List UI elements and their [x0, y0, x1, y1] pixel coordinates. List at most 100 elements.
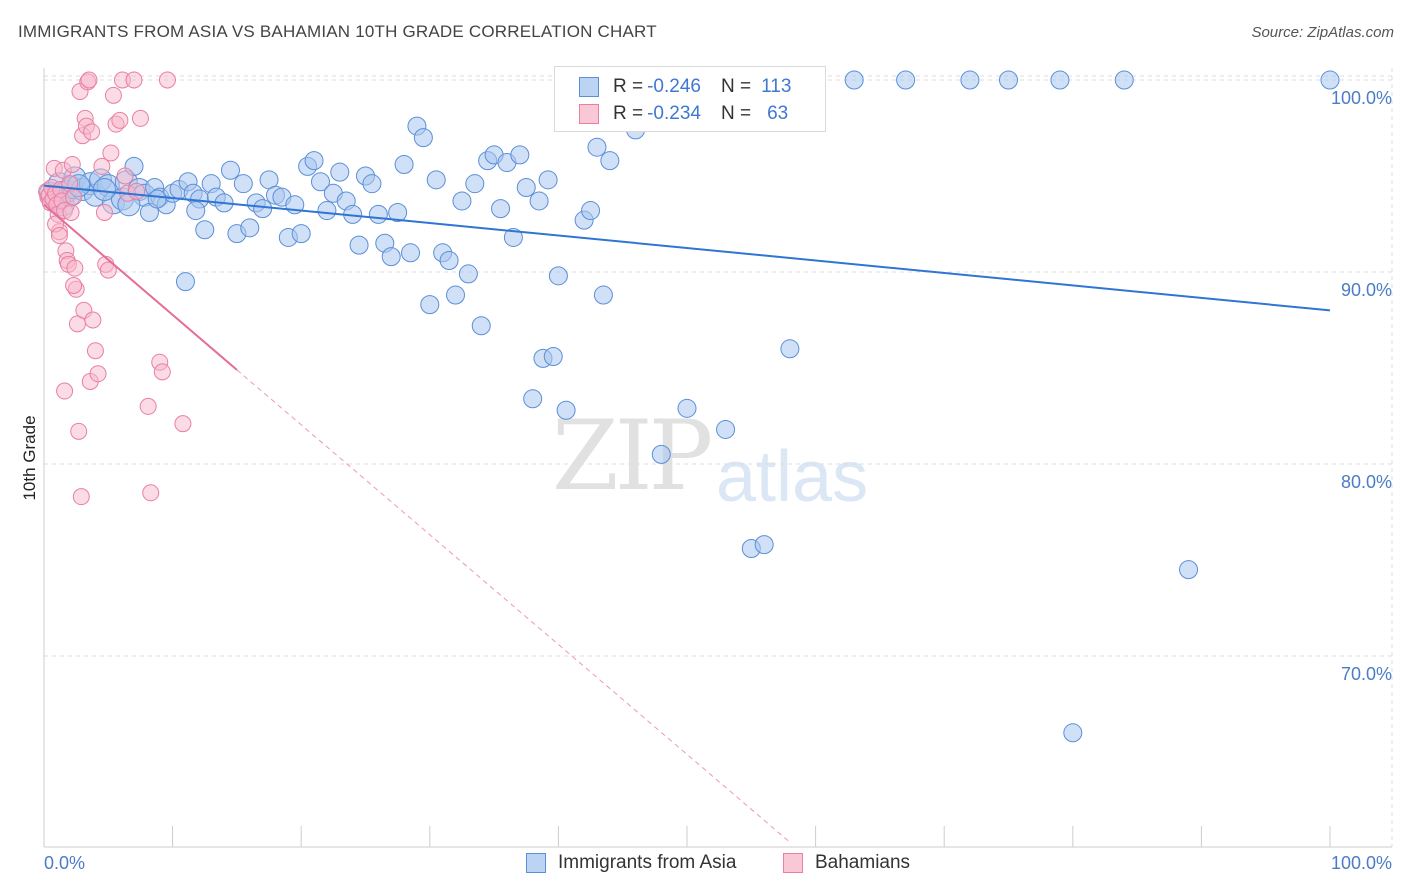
asia-point: [175, 272, 195, 292]
r-label: R =: [613, 103, 644, 124]
asia-point: [510, 145, 530, 165]
asia-point: [92, 177, 116, 201]
asia-point: [381, 247, 401, 267]
asia-point: [304, 151, 324, 171]
asia-point: [426, 170, 446, 190]
asia-point: [716, 419, 736, 439]
trend-lines: [43, 184, 1331, 843]
n-label: N =: [720, 76, 752, 97]
bahamians-point: [65, 188, 83, 206]
legend-item-bahamians[interactable]: Bahamians: [783, 852, 910, 874]
bahamians-point: [62, 203, 80, 221]
asia-point: [1179, 560, 1199, 580]
asia-point: [471, 316, 491, 336]
asia-point: [651, 444, 671, 464]
asia-point: [503, 227, 523, 247]
legend-label-bahamians: Bahamians: [815, 852, 911, 873]
asia-point: [960, 70, 980, 90]
asia-point: [439, 250, 459, 270]
bahamians-point: [80, 71, 98, 89]
asia-point: [253, 199, 273, 219]
watermark-atlas: atlas: [716, 437, 869, 517]
bahamians-point: [158, 71, 176, 89]
bahamians-legend-icon: [783, 853, 803, 873]
bahamians-point: [56, 382, 74, 400]
x-tick-label: 0.0%: [44, 853, 85, 873]
asia-point: [195, 220, 215, 240]
asia-point: [677, 398, 697, 418]
asia-point: [330, 162, 350, 182]
asia-point: [394, 154, 414, 174]
chart-title: IMMIGRANTS FROM ASIA VS BAHAMIAN 10TH GR…: [18, 22, 657, 41]
asia-point: [465, 174, 485, 194]
r-label: R =: [613, 76, 644, 97]
asia-point: [548, 266, 568, 286]
bahamians-point: [99, 261, 117, 279]
asia-point: [754, 535, 774, 555]
r-value-bahamians: -0.234: [647, 103, 701, 124]
bahamians-point: [66, 259, 84, 277]
asia-point: [401, 243, 421, 263]
bahamians-point: [153, 363, 171, 381]
series-immigrants-from-asia: [38, 70, 1340, 743]
bahamians-point: [70, 422, 88, 440]
bahamians-point: [142, 484, 160, 502]
bahamians-point: [116, 167, 134, 185]
bahamians-point: [86, 342, 104, 360]
x-tick-label: 100.0%: [1331, 853, 1392, 873]
n-value-bahamians: 63: [767, 103, 789, 124]
asia-point: [368, 204, 388, 224]
n-value-asia: 113: [761, 76, 792, 97]
asia-point: [147, 189, 167, 209]
bahamians-swatch-icon: [579, 104, 599, 124]
asia-point: [593, 285, 613, 305]
bahamians-point: [128, 182, 146, 200]
bahamians-point: [72, 488, 90, 506]
y-tick-label: 80.0%: [1341, 472, 1392, 492]
asia-point: [458, 264, 478, 284]
bahamians-point: [84, 311, 102, 329]
asia-point: [1050, 70, 1070, 90]
series-legend: Immigrants from Asia Bahamians: [0, 852, 1406, 878]
y-tick-label: 100.0%: [1331, 88, 1392, 108]
asia-point: [413, 128, 433, 148]
asia-point: [780, 339, 800, 359]
legend-label-asia: Immigrants from Asia: [558, 852, 737, 873]
asia-point: [317, 201, 337, 221]
y-axis-label: 10th Grade: [20, 415, 39, 500]
y-tick-label: 70.0%: [1341, 664, 1392, 684]
r-value-asia: -0.246: [647, 76, 701, 97]
asia-point: [844, 70, 864, 90]
bahamians-point: [102, 144, 120, 162]
legend-row-asia: R = -0.246 N = 113: [579, 74, 791, 100]
asia-point: [523, 389, 543, 409]
asia-point: [240, 218, 260, 238]
y-tick-label: 90.0%: [1341, 280, 1392, 300]
asia-point: [556, 400, 576, 420]
bahamians-trend-line: [43, 204, 238, 371]
tick-labels: 100.0% 90.0% 80.0% 70.0% 0.0% 100.0%: [44, 88, 1392, 873]
asia-point: [516, 178, 536, 198]
asia-point: [388, 202, 408, 222]
bahamians-point: [125, 71, 143, 89]
asia-point: [291, 224, 311, 244]
legend-row-bahamians: R = -0.234 N = 63: [579, 101, 788, 127]
asia-point: [186, 201, 206, 221]
asia-trend-line: [43, 184, 1331, 312]
asia-point: [581, 201, 601, 221]
asia-point: [452, 191, 472, 211]
bahamians-point: [139, 397, 157, 415]
bahamians-point: [63, 155, 81, 173]
asia-legend-icon: [526, 853, 546, 873]
legend-item-asia[interactable]: Immigrants from Asia: [526, 852, 736, 874]
asia-point: [529, 191, 549, 211]
asia-swatch-icon: [579, 77, 599, 97]
asia-point: [896, 70, 916, 90]
bahamians-point: [111, 111, 129, 129]
asia-point: [587, 137, 607, 157]
asia-point: [420, 295, 440, 315]
bahamians-point: [131, 109, 149, 127]
asia-point: [1063, 723, 1083, 743]
asia-point: [362, 174, 382, 194]
